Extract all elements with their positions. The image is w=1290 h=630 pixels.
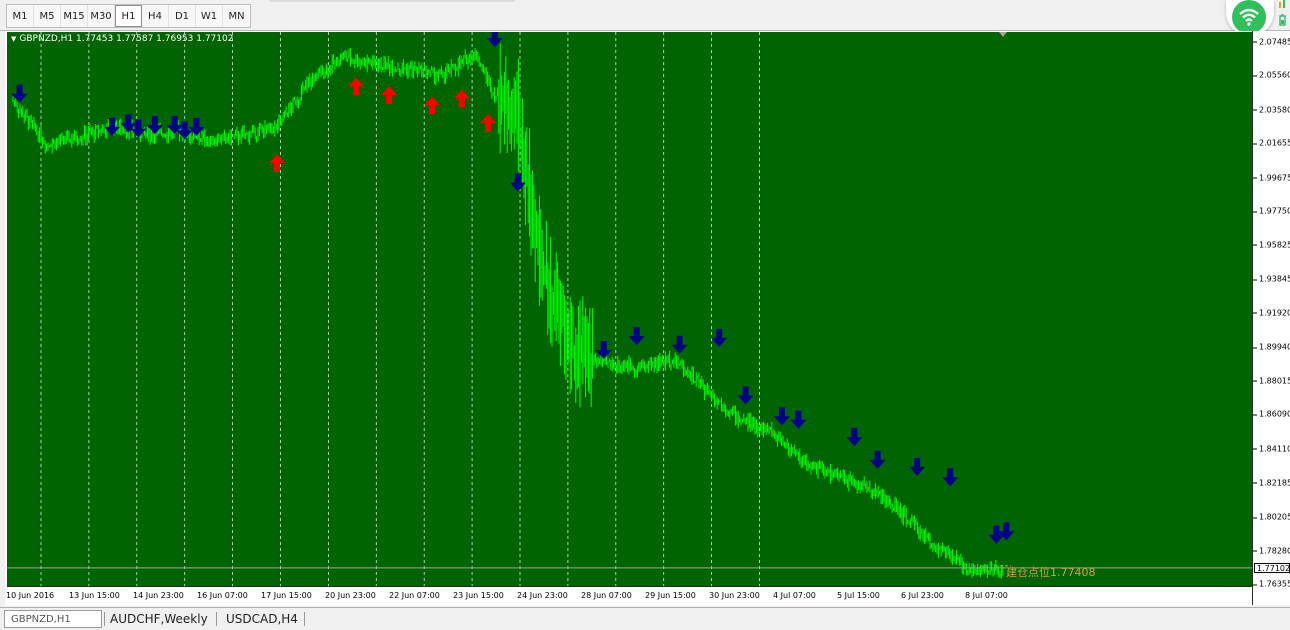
price-bars (12, 43, 1004, 579)
timeframe-mn-button[interactable]: MN (228, 10, 245, 22)
price-tick-label: 1.84110 (1252, 444, 1290, 453)
sell-arrow-icon (998, 522, 1015, 541)
buy-arrow-icon (480, 113, 497, 132)
time-tick-label: 20 Jun 23:00 (325, 591, 376, 600)
price-axis: 1.77102 2.07485 2.05560 2.03580 2.01655 1.99… (1252, 31, 1290, 605)
buy-arrow-icon (424, 96, 441, 115)
price-tick-label: 2.05560 (1252, 71, 1290, 80)
sell-arrow-icon (628, 327, 645, 346)
time-tick-label: 10 Jun 2016 (6, 591, 55, 600)
chart-tab[interactable]: GBPNZD,H1 (4, 610, 102, 628)
sell-arrow-icon (188, 117, 205, 136)
sell-arrow-icon (737, 386, 754, 405)
price-tick-label: 1.76355 (1252, 580, 1290, 589)
timeframe-m30-button[interactable]: M30 (88, 5, 115, 27)
price-tick-label: 1.91920 (1252, 308, 1290, 317)
timeframe-m5-button[interactable]: M5 (34, 5, 61, 27)
price-chart-svg (7, 32, 1252, 586)
chart-plot-area[interactable]: ▼ GBPNZD,H1 1.77453 1.77587 1.76953 1.77… (7, 32, 1252, 586)
time-tick-label: 6 Jul 23:00 (901, 591, 944, 600)
network-status-badge[interactable] (1226, 0, 1274, 36)
sell-arrow-icon (909, 457, 926, 476)
sell-arrow-icon (790, 410, 807, 429)
timeframe-w1-button[interactable]: W1 (196, 5, 223, 27)
time-tick-label: 23 Jun 15:00 (453, 591, 504, 600)
buy-arrow-icon (381, 86, 398, 105)
sell-arrow-icon (176, 121, 193, 140)
symbol-ohlc-label: GBPNZD,H1 1.77453 1.77587 1.76953 1.7710… (19, 34, 234, 44)
price-tick-label: 1.95825 (1252, 240, 1290, 249)
time-tick-label: 5 Jul 15:00 (837, 591, 880, 600)
sell-arrow-icon (146, 116, 163, 135)
time-tick-label: 30 Jun 23:00 (709, 591, 760, 600)
sell-arrow-icon (104, 117, 120, 136)
sell-arrow-icon (671, 335, 688, 354)
time-tick-label: 29 Jun 15:00 (645, 591, 696, 600)
time-tick-label: 17 Jun 15:00 (261, 591, 312, 600)
price-tick-label: 1.99675 (1252, 173, 1290, 182)
sell-arrow-icon (846, 428, 863, 447)
time-tick-label: 28 Jun 07:00 (581, 591, 632, 600)
timeframe-buttons: M1 M5 M15 M30 H1 H4 D1 W1 MN (6, 4, 251, 28)
timeframe-d1-button[interactable]: D1 (169, 5, 196, 27)
timeframe-m15-button[interactable]: M15 (61, 5, 88, 27)
buy-arrow-icon (348, 77, 365, 96)
price-tick-label: 1.86090 (1252, 410, 1290, 419)
timeframe-toolbar: M1 M5 M15 M30 H1 H4 D1 W1 MN (0, 0, 1290, 36)
price-tick-label: 1.88015 (1252, 376, 1290, 385)
time-tick-label: 24 Jun 23:00 (517, 591, 568, 600)
timeframe-h1-button[interactable]: H1 (115, 5, 142, 27)
sell-arrow-icon (130, 119, 147, 138)
current-price-label: 1.77102 (1254, 563, 1290, 573)
price-tick-label: 1.93845 (1252, 275, 1290, 284)
sell-arrow-icon (711, 328, 728, 347)
timeframe-m1-button[interactable]: M1 (7, 5, 34, 27)
time-tick-label: 22 Jun 07:00 (389, 591, 440, 600)
sell-arrow-icon (486, 32, 503, 47)
sell-arrow-icon (509, 173, 526, 192)
time-axis: 10 Jun 2016 13 Jun 15:00 14 Jun 23:00 16 Ju… (6, 586, 1252, 606)
price-tick-label: 1.80205 (1252, 513, 1290, 522)
sell-arrow-icon (773, 407, 790, 426)
time-tick-label: 4 Jul 07:00 (773, 591, 816, 600)
chart-tab[interactable]: USDCAD,H4 (226, 612, 298, 626)
buy-arrow-icon (269, 154, 285, 173)
price-tick-label: 1.78280 (1252, 546, 1290, 555)
price-tick-label: 2.01655 (1252, 139, 1290, 148)
tab-separator (104, 612, 105, 626)
time-tick-label: 14 Jun 23:00 (133, 591, 184, 600)
price-tick-label: 1.97750 (1252, 207, 1290, 216)
time-tick-label: 16 Jun 07:00 (197, 591, 248, 600)
time-tick-label: 13 Jun 15:00 (69, 591, 120, 600)
sell-arrow-icon (988, 525, 1005, 544)
price-tick-label: 1.89940 (1252, 343, 1290, 352)
sell-arrow-icon (595, 341, 612, 360)
price-tick-label: 2.07485 (1252, 37, 1290, 46)
tab-separator (216, 612, 217, 626)
sell-arrow-icon (120, 114, 137, 133)
price-tick-label: 2.03580 (1252, 105, 1290, 114)
chart-window: ▼ GBPNZD,H1 1.77453 1.77587 1.76953 1.77… (5, 31, 1290, 606)
sell-arrow-icon (942, 468, 959, 487)
sell-arrow-icon (166, 116, 183, 135)
collapse-triangle-icon[interactable]: ▼ (11, 35, 17, 43)
chart-tabs: GBPNZD,H1 AUDCHF,Weekly USDCAD,H4 (0, 607, 1290, 630)
price-tick-label: 1.82185 (1252, 478, 1290, 487)
sell-arrow-icon (869, 450, 886, 469)
symbol-header: ▼ GBPNZD,H1 1.77453 1.77587 1.76953 1.77… (11, 34, 233, 44)
chart-shift-marker-icon[interactable] (999, 32, 1007, 37)
wifi-icon (1232, 0, 1266, 34)
chart-tab[interactable]: AUDCHF,Weekly (110, 612, 208, 626)
entry-price-label: 建仓点位1.77408 (1006, 566, 1096, 579)
sell-arrow-icon (11, 84, 28, 103)
buy-arrow-icon (453, 89, 470, 108)
toolbar-divider (270, 0, 515, 2)
timeframe-h4-button[interactable]: H4 (142, 5, 169, 27)
tab-separator (304, 612, 305, 626)
time-tick-label: 8 Jul 07:00 (965, 591, 1008, 600)
speed-indicator-icon (1276, 0, 1290, 30)
